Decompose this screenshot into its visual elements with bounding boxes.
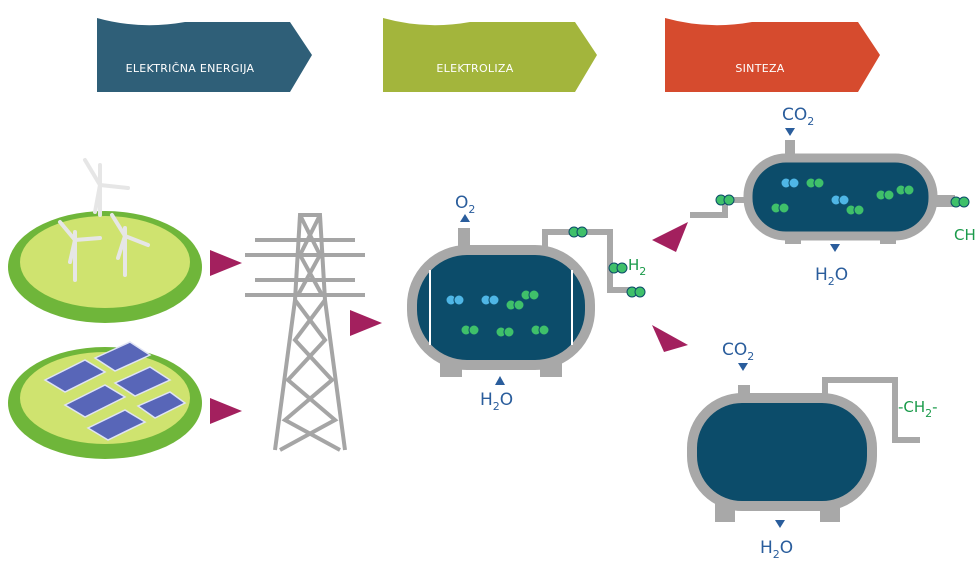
formula: O — [500, 390, 513, 410]
atom — [958, 196, 970, 208]
atom — [903, 184, 915, 196]
atom — [616, 262, 628, 274]
formula: H — [760, 538, 773, 558]
methane-label: CH — [954, 226, 976, 244]
atom — [813, 177, 825, 189]
formula: O — [835, 265, 848, 285]
water-label: H2O — [480, 390, 513, 413]
oxygen-label: O2 — [455, 193, 475, 216]
product-label: -CH2- — [898, 398, 938, 420]
solar-farm — [8, 341, 202, 459]
molecule — [495, 326, 515, 338]
water-label: H2O — [760, 538, 793, 561]
atom — [576, 226, 588, 238]
formula-subscript: 2 — [773, 548, 780, 561]
molecule — [845, 204, 865, 216]
formula-subscript: 2 — [828, 275, 835, 288]
atom — [634, 286, 646, 298]
molecule — [568, 226, 588, 238]
molecule — [505, 299, 525, 311]
co2-label: CO2 — [782, 105, 814, 128]
atom — [853, 204, 865, 216]
stage-label: ELEKTROLIZA — [436, 62, 513, 75]
atom — [468, 324, 480, 336]
formula: -CH — [898, 398, 925, 416]
formula-subscript: 2 — [925, 407, 932, 420]
molecule — [875, 189, 895, 201]
stage-label: ELEKTRIČNA ENERGIJA — [126, 62, 255, 75]
formula-subscript: 2 — [747, 350, 754, 363]
atom — [488, 294, 500, 306]
formula: H — [480, 390, 493, 410]
molecule — [805, 177, 825, 189]
formula: H — [815, 265, 828, 285]
molecule — [626, 286, 646, 298]
atom — [453, 294, 465, 306]
formula-subscript: 2 — [493, 400, 500, 413]
molecule — [715, 194, 735, 206]
molecule — [950, 196, 970, 208]
atom — [788, 177, 800, 189]
molecule — [445, 294, 465, 306]
atom — [778, 202, 790, 214]
hydrogen-label: H2 — [628, 256, 646, 278]
formula: CO — [722, 340, 747, 360]
power-pylon — [245, 213, 365, 452]
formula: O — [455, 193, 468, 213]
molecule — [780, 177, 800, 189]
formula: O — [780, 538, 793, 558]
atom — [883, 189, 895, 201]
reactor — [687, 377, 920, 522]
formula: CO — [782, 105, 807, 125]
formula-subscript: 2 — [639, 265, 646, 278]
direction-marker — [460, 128, 840, 528]
reactor — [690, 140, 955, 244]
wind-farm — [8, 158, 202, 323]
atom — [723, 194, 735, 206]
stage-label: SINTEZA — [735, 62, 784, 75]
molecule — [895, 184, 915, 196]
atom — [503, 326, 515, 338]
molecule — [830, 194, 850, 206]
stage-banner — [383, 18, 597, 92]
formula: - — [932, 398, 937, 416]
atom — [538, 324, 550, 336]
flow-arrow — [210, 222, 688, 424]
stage-banner — [97, 18, 312, 92]
molecule — [460, 324, 480, 336]
formula-subscript: 2 — [807, 115, 814, 128]
atom — [528, 289, 540, 301]
atom — [513, 299, 525, 311]
molecule — [480, 294, 500, 306]
atom — [838, 194, 850, 206]
stage-banner — [665, 18, 880, 92]
molecule — [608, 262, 628, 274]
co2-label: CO2 — [722, 340, 754, 363]
water-label: H2O — [815, 265, 848, 288]
formula: H — [628, 256, 639, 274]
electrolyzer — [407, 228, 635, 377]
formula-subscript: 2 — [468, 203, 475, 216]
molecule — [770, 202, 790, 214]
molecule — [520, 289, 540, 301]
molecule — [530, 324, 550, 336]
